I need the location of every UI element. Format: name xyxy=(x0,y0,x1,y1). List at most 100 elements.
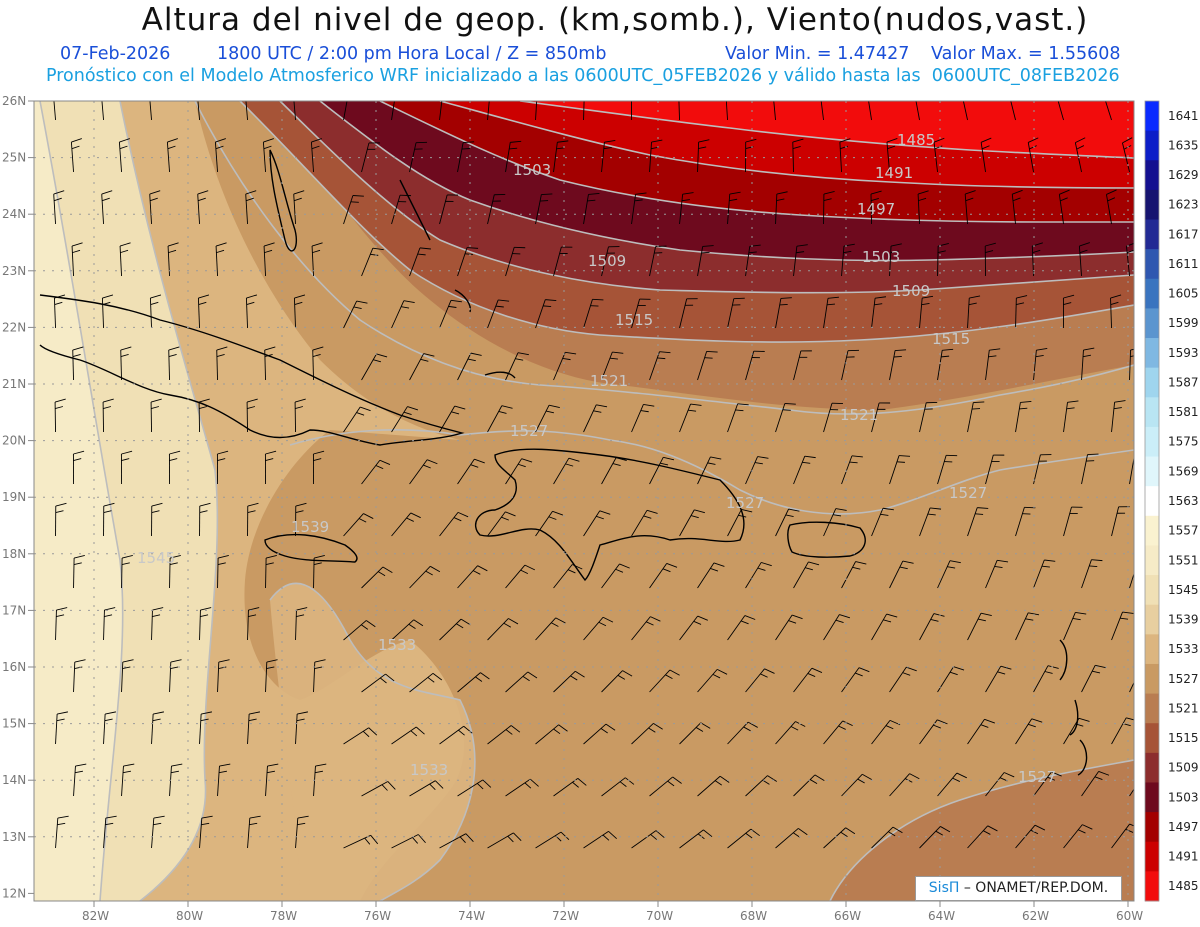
wind-barb xyxy=(197,101,200,121)
wind-barb xyxy=(149,190,161,225)
lat-label: 16N xyxy=(2,660,26,674)
wind-barb xyxy=(870,190,882,225)
wind-barb xyxy=(820,101,824,121)
wind-barb xyxy=(439,618,471,641)
wind-barb xyxy=(439,725,473,745)
wind-barb xyxy=(197,294,210,329)
wind-barb xyxy=(727,721,758,745)
lat-label: 18N xyxy=(2,547,26,561)
wind-barb xyxy=(937,348,954,381)
wind-barb xyxy=(1081,664,1107,693)
wind-barb xyxy=(1063,506,1083,537)
wind-barb xyxy=(915,101,920,121)
wind-barb xyxy=(868,101,872,121)
wind-barb xyxy=(601,670,633,693)
wind-barb xyxy=(1015,295,1028,329)
wind-barb xyxy=(343,727,378,745)
wind-barb xyxy=(1027,137,1039,173)
colorbar-cell xyxy=(1145,545,1159,576)
wind-barb xyxy=(391,512,421,537)
wind-barb xyxy=(169,763,183,797)
colorbar-label: 1527 xyxy=(1168,672,1199,686)
wind-barb xyxy=(217,659,230,693)
lon-label: 60W xyxy=(1116,909,1143,923)
colorbar-cell xyxy=(1145,189,1159,221)
wind-barb xyxy=(679,615,708,641)
wind-barb xyxy=(343,300,368,329)
cuba-coast xyxy=(39,294,465,446)
wind-barb xyxy=(793,350,812,381)
wind-barb xyxy=(1033,665,1059,693)
credit-org: – ONAMET/REP.DOM. xyxy=(959,880,1109,896)
wind-barb xyxy=(964,190,976,225)
band-1533-south xyxy=(270,583,475,901)
lat-label: 17N xyxy=(2,603,26,617)
wind-barb xyxy=(745,561,772,589)
colorbar-cell xyxy=(1145,249,1159,280)
lon-label: 70W xyxy=(646,909,673,923)
wind-barb xyxy=(745,775,778,797)
lon-label: 82W xyxy=(82,909,109,923)
wind-barb xyxy=(1081,770,1110,797)
wind-barb xyxy=(439,511,469,537)
wind-barb xyxy=(1033,454,1052,485)
wind-barb xyxy=(216,346,228,381)
wind-barb xyxy=(631,723,663,745)
contour-label: 1527 xyxy=(726,494,764,512)
wind-barb xyxy=(343,195,364,225)
lon-label: 66W xyxy=(834,909,861,923)
wind-barb xyxy=(505,352,529,381)
wind-barb xyxy=(487,299,510,329)
colorbar-label: 1551 xyxy=(1168,553,1199,567)
wind-barb xyxy=(937,454,958,485)
contour-label: 1515 xyxy=(932,330,970,348)
wind-barb xyxy=(697,668,728,693)
lon-label: 68W xyxy=(740,909,767,923)
wind-barb xyxy=(361,566,393,589)
colorbar-cell xyxy=(1145,367,1159,398)
wind-barb xyxy=(54,398,66,433)
wind-barb xyxy=(1011,189,1023,225)
colorbar-label: 1623 xyxy=(1168,198,1199,212)
wind-barb xyxy=(101,294,114,329)
wind-barb xyxy=(967,507,989,537)
wind-barb xyxy=(1129,572,1134,589)
wind-barbs xyxy=(53,101,1134,849)
plot-frame xyxy=(33,100,1135,902)
colorbar-label: 1605 xyxy=(1168,287,1199,301)
wind-barb xyxy=(631,298,651,329)
contour-label: 1509 xyxy=(588,252,626,270)
longitude-labels: 82W 80W 78W 76W 74W 72W 70W 68W 66W 64W 62W 60W xyxy=(82,901,1143,923)
wind-barb xyxy=(967,825,998,849)
lat-label: 15N xyxy=(2,717,26,731)
contour-value-labels: 1485 1491 1497 1503 1509 1515 1521 1527 1533 1539… xyxy=(137,131,1056,786)
wind-barb xyxy=(120,450,133,485)
lat-label: 19N xyxy=(2,490,26,504)
wind-barb xyxy=(583,193,600,225)
wind-barb xyxy=(262,138,274,173)
wind-barb xyxy=(871,826,903,849)
wind-barb xyxy=(312,346,324,381)
wind-barb xyxy=(1105,101,1112,121)
wind-barb xyxy=(535,510,564,537)
wind-barb xyxy=(361,142,380,173)
lat-label: 20N xyxy=(2,434,26,448)
lon-label: 76W xyxy=(364,909,391,923)
wind-barb xyxy=(214,138,226,173)
wind-barb xyxy=(631,616,661,641)
wind-barb xyxy=(871,507,894,537)
wind-barb xyxy=(247,607,260,641)
wind-barb xyxy=(121,555,133,589)
wind-barb xyxy=(101,101,104,121)
colorbar-label: 1569 xyxy=(1168,464,1199,478)
wind-barb xyxy=(937,772,967,797)
min-value: Valor Min. = 1.47427 xyxy=(725,44,910,64)
wind-barb xyxy=(487,832,522,849)
credit-box: SisΠ – ONAMET/REP.DOM. xyxy=(915,876,1122,901)
contour-label: 1515 xyxy=(615,311,653,329)
wind-barb xyxy=(457,458,485,485)
wind-barb xyxy=(409,353,435,381)
lon-label: 80W xyxy=(176,909,203,923)
wind-barb xyxy=(361,247,384,277)
wind-barb xyxy=(631,192,647,225)
